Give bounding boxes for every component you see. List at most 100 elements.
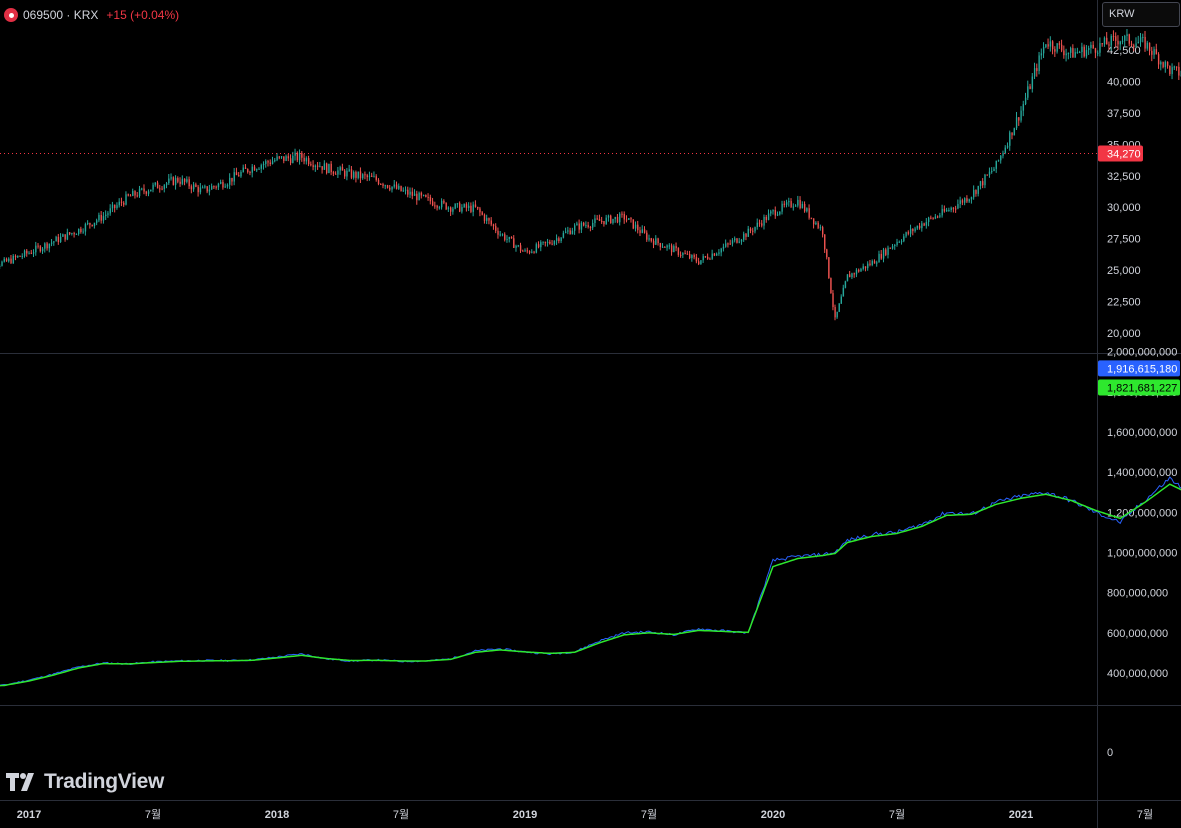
candle-body — [17, 255, 19, 258]
candle-body — [389, 187, 391, 190]
candle-body — [788, 201, 790, 203]
candle-body — [939, 215, 941, 217]
candle-body — [905, 232, 907, 237]
candle-body — [842, 287, 845, 297]
candle-body — [53, 241, 55, 243]
candle-body — [598, 218, 601, 221]
candle-body — [853, 273, 855, 275]
candle-body — [836, 311, 838, 318]
candle-body — [251, 166, 253, 173]
candle-body — [569, 230, 571, 235]
candle-body — [492, 224, 495, 227]
candle-body — [125, 194, 127, 205]
candle-body — [129, 195, 132, 197]
candle-body — [713, 253, 716, 256]
symbol-header: 069500 · KRX +15 (+0.04%) — [4, 5, 179, 25]
candle-body — [1088, 47, 1090, 51]
candle-body — [941, 208, 943, 216]
candle-body — [540, 242, 542, 248]
candle-body — [885, 249, 887, 255]
candle-body — [970, 197, 973, 200]
candle-body — [332, 172, 335, 174]
candle-body — [407, 189, 409, 195]
candle-body — [923, 223, 925, 226]
candle-body — [89, 222, 91, 225]
symbol-name[interactable]: 069500 · KRX — [23, 8, 99, 22]
candle-body — [238, 175, 240, 177]
candle-body — [817, 222, 819, 228]
candle-body — [889, 247, 892, 249]
candle-body — [1130, 43, 1133, 46]
candle-body — [353, 172, 355, 178]
candle-body — [524, 250, 526, 252]
candle-body — [303, 157, 305, 162]
candle-body — [1076, 52, 1079, 54]
candle-body — [950, 207, 952, 211]
candle-body — [294, 152, 296, 156]
candle-body — [127, 194, 129, 196]
candle-body — [758, 222, 761, 224]
candle-body — [686, 253, 689, 255]
candle-body — [265, 161, 267, 164]
candle-body — [959, 200, 961, 205]
candle-body — [1083, 46, 1085, 57]
indicator-label-blue: 1,916,615,180 — [1107, 363, 1177, 375]
price-axis-tick: 37,500 — [1107, 108, 1141, 120]
last-price-label: 34,270 — [1107, 149, 1141, 161]
candle-body — [486, 218, 488, 221]
candle-body — [134, 191, 136, 196]
candle-body — [535, 244, 538, 253]
candle-body — [170, 177, 172, 179]
time-axis-tick: 2020 — [761, 809, 785, 821]
candle-body — [860, 268, 862, 272]
candle-body — [1009, 132, 1011, 146]
candle-body — [1085, 50, 1088, 57]
candle-body — [41, 248, 44, 252]
candle-body — [490, 220, 492, 225]
pane3-axis-tick: 0 — [1107, 747, 1113, 759]
candle-body — [1038, 55, 1040, 72]
candle-body — [1081, 46, 1083, 53]
candle-body — [934, 216, 937, 219]
candle-body — [362, 174, 364, 179]
candle-body — [927, 217, 930, 222]
candle-body — [785, 202, 788, 205]
candle-body — [1047, 44, 1049, 47]
candle-body — [601, 220, 603, 222]
candle-body — [792, 206, 795, 208]
candle-body — [878, 253, 880, 263]
candle-body — [280, 156, 283, 158]
candle-body — [975, 190, 977, 194]
candle-body — [1171, 67, 1173, 75]
candle-body — [815, 222, 817, 225]
candle-body — [501, 234, 504, 236]
candle-body — [519, 245, 522, 251]
candle-body — [1160, 62, 1162, 65]
candle-body — [226, 184, 229, 187]
candle-body — [93, 222, 96, 226]
candle-body — [849, 274, 851, 278]
candle-body — [1157, 54, 1160, 65]
candle-body — [1151, 50, 1153, 55]
candle-body — [192, 184, 195, 190]
candle-body — [736, 238, 738, 243]
currency-selector[interactable]: KRW — [1102, 2, 1180, 27]
candle-body — [143, 188, 145, 192]
tradingview-watermark[interactable]: TradingView — [6, 770, 164, 794]
candle-body — [459, 203, 461, 212]
indicator-line-green — [0, 483, 1181, 687]
candle-body — [269, 162, 272, 164]
candle-body — [75, 233, 78, 235]
candle-body — [510, 236, 513, 239]
candle-body — [858, 269, 860, 272]
candle-body — [838, 303, 840, 312]
candle-body — [222, 182, 224, 188]
candle-body — [982, 181, 984, 186]
candle-body — [952, 207, 955, 209]
candle-body — [434, 205, 436, 207]
candle-body — [55, 236, 57, 242]
indicator-axis-tick: 1,600,000,000 — [1107, 427, 1177, 439]
candle-body — [1103, 37, 1106, 45]
candle-body — [979, 181, 982, 186]
